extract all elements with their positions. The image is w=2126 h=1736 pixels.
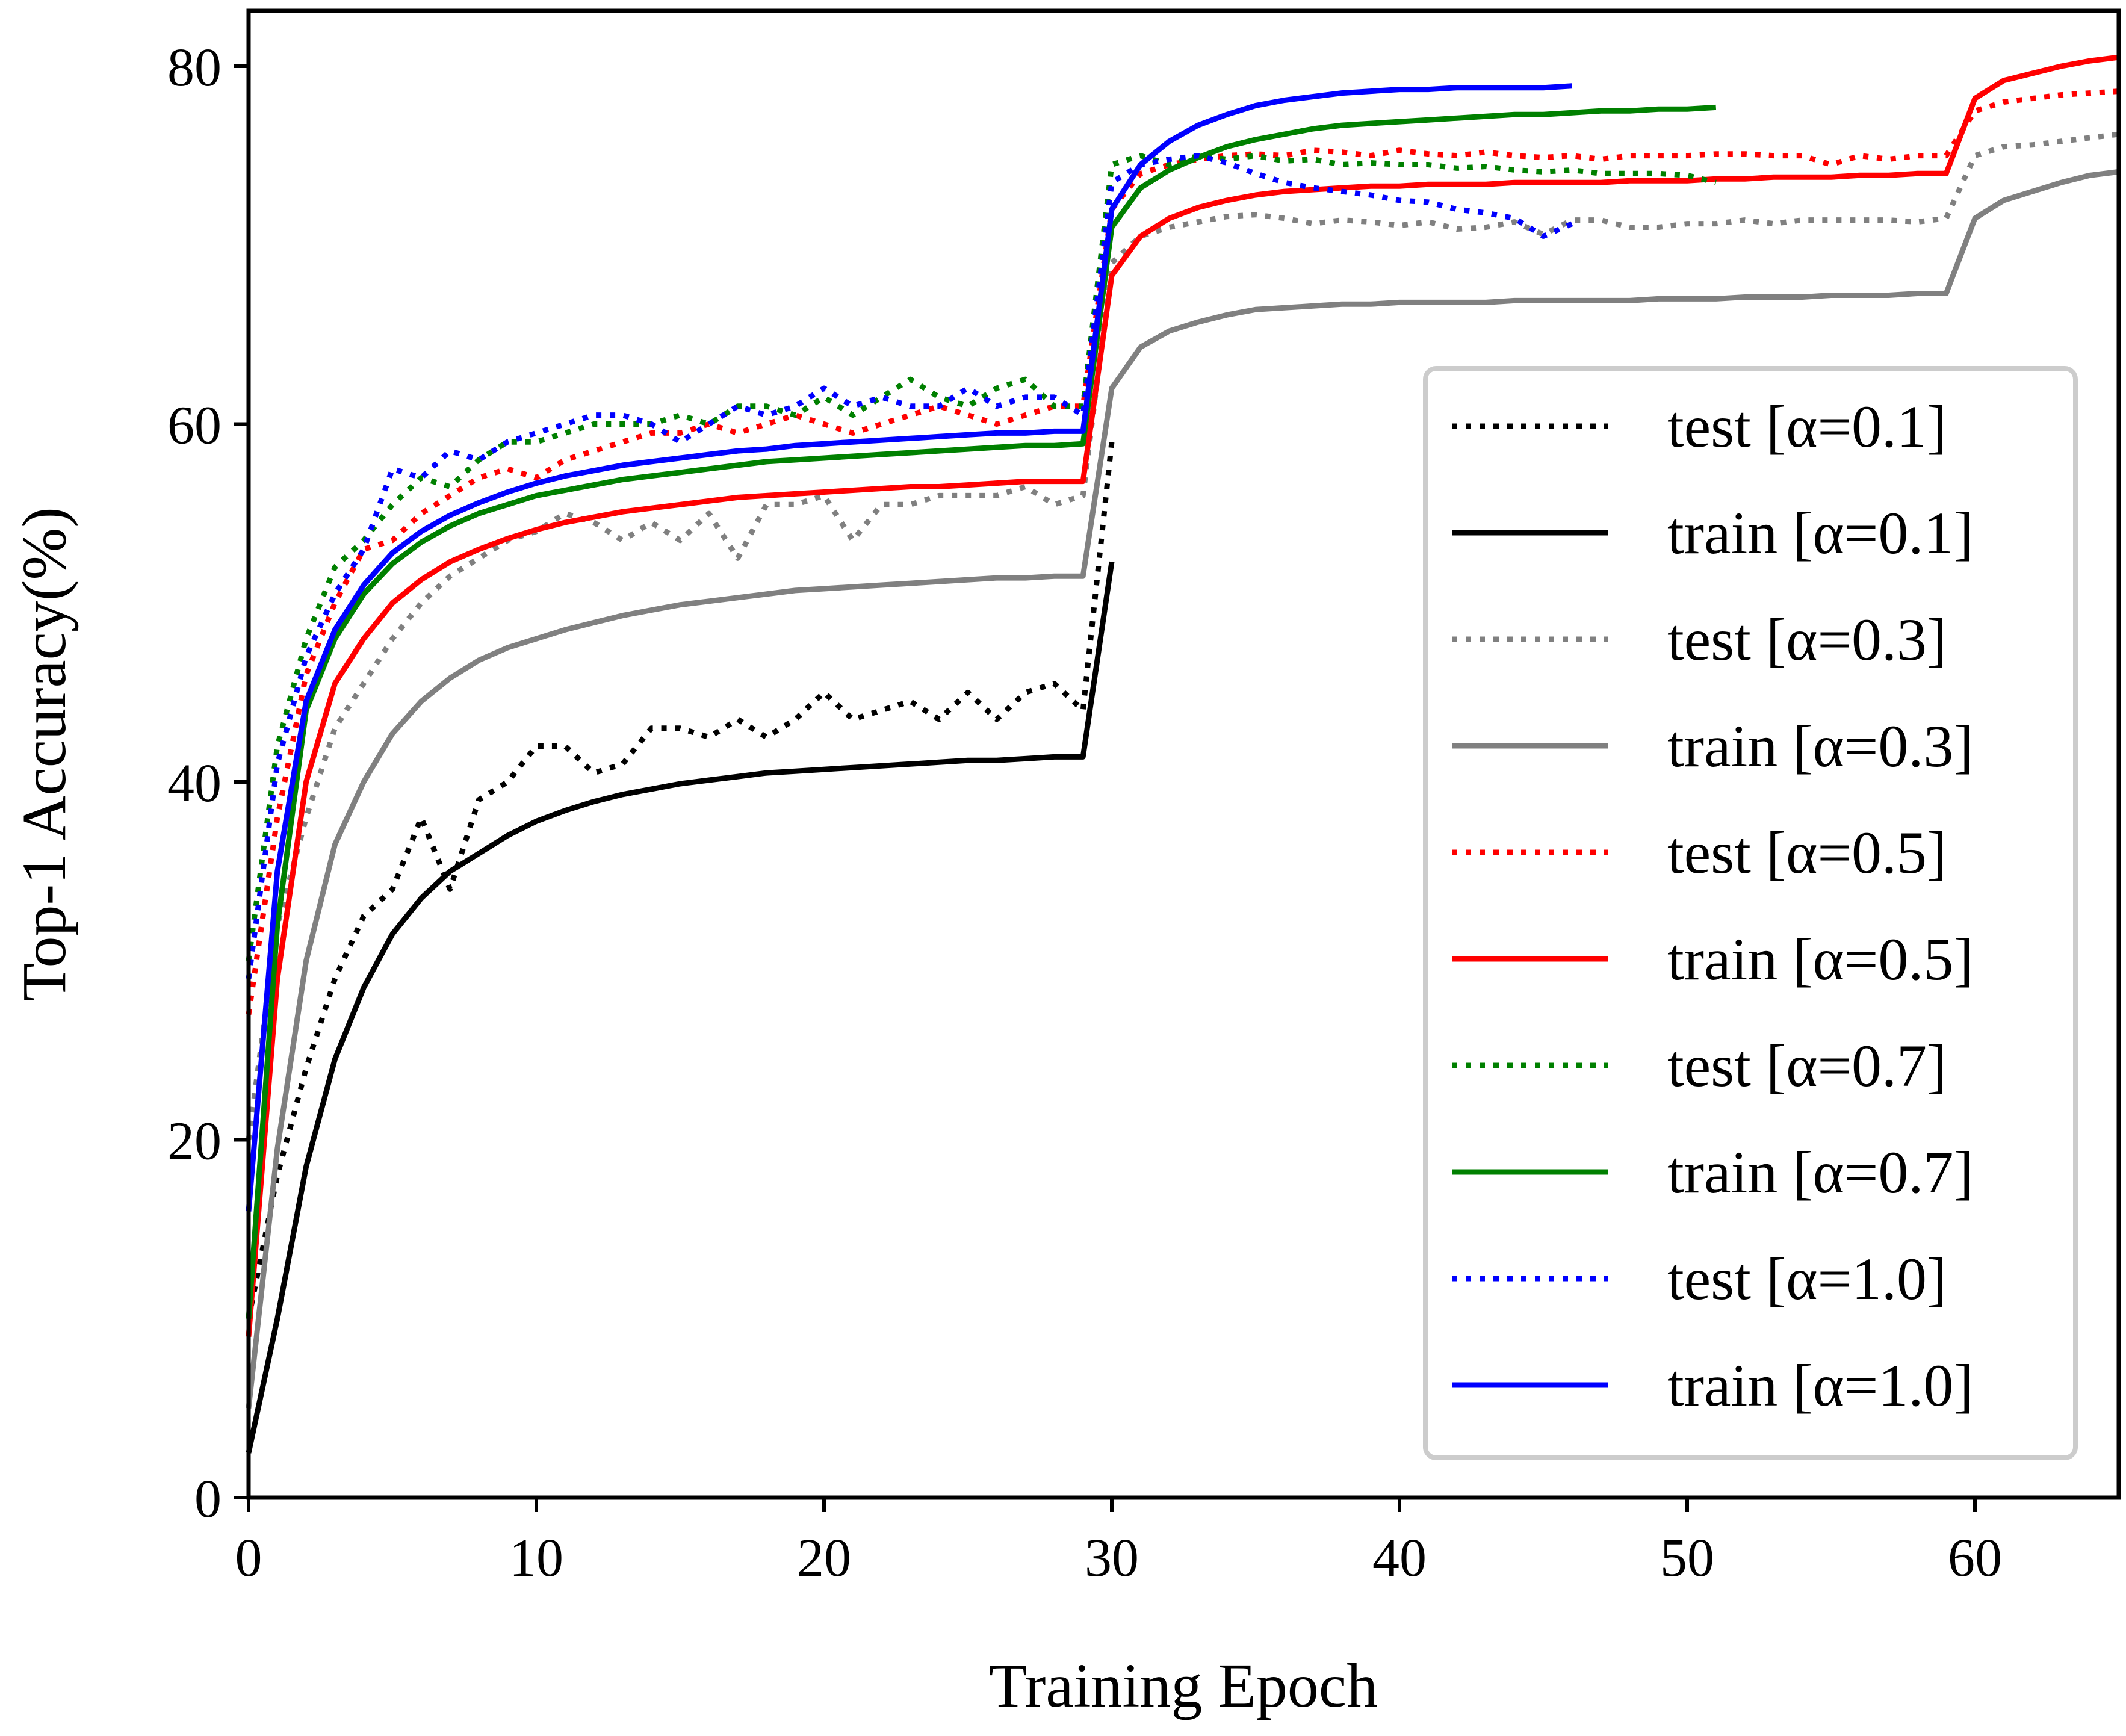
series-line-test-0-7 [246,153,1717,961]
legend-label: test [α=0.1] [1667,393,1947,460]
legend-label: test [α=0.3] [1667,606,1947,673]
legend-label: test [α=0.7] [1667,1032,1947,1099]
x-tick-label: 30 [1085,1528,1139,1588]
x-tick-label: 40 [1372,1528,1427,1588]
legend-label: train [α=1.0] [1667,1352,1974,1419]
x-tick-label: 20 [797,1528,851,1588]
x-axis-title: Training Epoch [989,1651,1378,1720]
y-tick-label: 80 [167,38,222,98]
legend-label: train [α=0.3] [1667,713,1974,780]
y-axis: 0 20 40 60 80 [167,38,249,1529]
plot-frame [246,8,2121,1500]
x-tick-label: 0 [235,1528,262,1588]
legend-label: train [α=0.5] [1667,926,1974,993]
legend-label: train [α=0.1] [1667,500,1974,566]
legend-label: test [α=1.0] [1667,1245,1947,1312]
series-line-train-1-0 [246,83,1573,1212]
series-line-test-0-3 [246,131,2119,1141]
y-tick-label: 40 [167,754,222,813]
y-tick-label: 0 [194,1469,222,1529]
legend-items: test [α=0.1] train [α=0.1] test [α=0.3] tra… [1452,393,1974,1419]
series-line-test-0-5 [246,88,2119,1015]
series-line-train-0-5 [246,54,2119,1337]
y-tick-label: 20 [167,1112,222,1171]
x-tick-label: 60 [1948,1528,2002,1588]
y-tick-label: 60 [167,396,222,456]
legend-label: test [α=0.5] [1667,819,1947,886]
y-axis-title: Top-1 Accuracy(%) [10,507,79,1001]
series-layer [246,54,2119,1454]
legend-label: train [α=0.7] [1667,1139,1974,1206]
x-axis: 0 10 20 30 40 50 60 [235,1498,2002,1588]
legend: test [α=0.1] train [α=0.1] test [α=0.3] tra… [1423,366,2078,1460]
legend-frame [1423,366,2078,1460]
series-line-test-1-0 [246,153,1573,979]
series-line-train-0-7 [246,104,1717,1319]
x-tick-label: 50 [1660,1528,1714,1588]
series-line-train-0-1 [246,561,1115,1454]
series-line-train-0-3 [246,169,2119,1409]
x-tick-label: 10 [509,1528,563,1588]
series-line-test-0-1 [246,441,1115,1319]
